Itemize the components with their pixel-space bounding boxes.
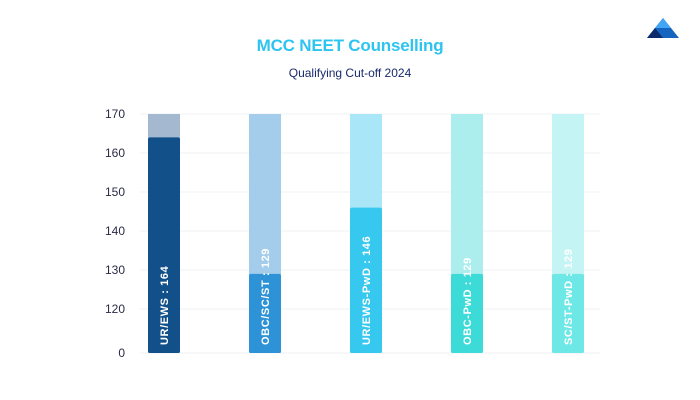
chart-title: MCC NEET Counselling: [256, 36, 444, 55]
bar-label: UR/EWS : 164: [159, 265, 171, 345]
bar: [552, 273, 584, 353]
y-tick-label: 120: [105, 302, 125, 316]
bar: [148, 137, 180, 353]
bar: [249, 273, 281, 353]
y-tick-label: 160: [105, 146, 125, 160]
bar-label: UR/EWS-PwD : 146: [361, 236, 373, 345]
y-tick-label: 130: [105, 263, 125, 277]
bar: [350, 207, 382, 353]
bar-label: SC/ST-PwD : 129: [563, 249, 575, 345]
y-tick-label: 140: [105, 224, 125, 238]
y-tick-label: 170: [105, 107, 125, 121]
y-tick-label: 150: [105, 185, 125, 199]
bar-label: OBC-PwD : 129: [462, 257, 474, 345]
chart-subtitle: Qualifying Cut-off 2024: [288, 66, 412, 80]
bar: [451, 273, 483, 353]
triangle-logo-icon: [647, 18, 679, 38]
bar-label: OBC/SC/ST : 129: [260, 248, 272, 345]
y-tick-label: 0: [118, 346, 125, 360]
